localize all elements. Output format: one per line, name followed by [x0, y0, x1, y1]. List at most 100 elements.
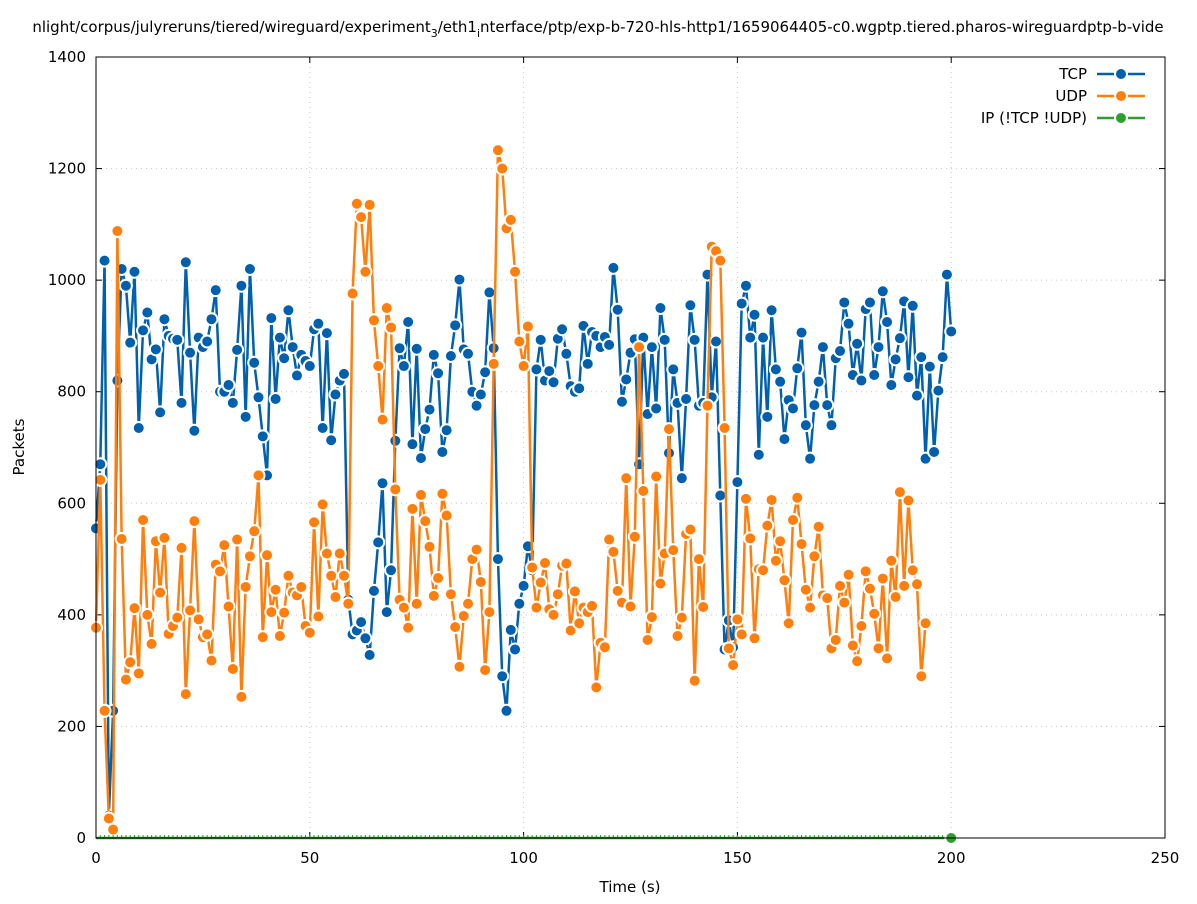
data-point: [683, 298, 698, 313]
data-point: [131, 420, 146, 435]
data-point: [174, 395, 189, 410]
data-point: [324, 433, 339, 448]
data-point: [375, 412, 390, 427]
data-point: [311, 316, 326, 331]
data-point: [157, 530, 172, 545]
data-point: [110, 224, 125, 239]
data-point: [512, 334, 527, 349]
legend: TCP UDP IP (!TCP !UDP): [981, 65, 1145, 127]
ticks: 0 50 100 150 200 250 0 200 400 600 800 1000 1200 1400: [48, 48, 1180, 867]
data-point: [379, 605, 394, 620]
data-point: [743, 330, 758, 345]
data-point: [413, 451, 428, 466]
y-axis-label: Packets: [10, 418, 28, 475]
data-point: [666, 543, 681, 558]
data-point: [495, 669, 510, 684]
data-point: [230, 342, 245, 357]
data-point: [905, 298, 920, 313]
data-point: [559, 346, 574, 361]
data-point: [405, 501, 420, 516]
x-tick-label: 50: [300, 849, 319, 867]
data-point: [422, 539, 437, 554]
data-point: [418, 514, 433, 529]
data-point: [537, 555, 552, 570]
data-point: [683, 522, 698, 537]
data-point: [324, 568, 339, 583]
data-point: [349, 196, 364, 211]
data-point: [503, 622, 518, 637]
data-point: [461, 596, 476, 611]
data-point: [118, 672, 133, 687]
data-point: [833, 578, 848, 593]
data-point: [319, 326, 334, 341]
data-point: [854, 619, 869, 634]
data-point: [529, 600, 544, 615]
data-point: [311, 609, 326, 624]
data-point: [392, 341, 407, 356]
data-point: [798, 418, 813, 433]
data-point: [867, 606, 882, 621]
data-point: [503, 212, 518, 227]
data-point: [828, 632, 843, 647]
data-point: [200, 627, 215, 642]
data-point: [721, 641, 736, 656]
data-point: [550, 587, 565, 602]
data-point: [525, 560, 540, 575]
data-point: [602, 532, 617, 547]
legend-marker: [1114, 67, 1128, 81]
data-point: [136, 513, 151, 528]
data-point: [756, 330, 771, 345]
data-point: [614, 394, 629, 409]
data-point: [264, 311, 279, 326]
data-point: [888, 352, 903, 367]
series-layer: [89, 143, 959, 845]
data-point: [247, 524, 262, 539]
data-point: [580, 356, 595, 371]
data-point: [717, 420, 732, 435]
data-point: [884, 553, 899, 568]
data-point: [315, 497, 330, 512]
data-point: [157, 312, 172, 327]
data-point: [777, 432, 792, 447]
data-point: [388, 482, 403, 497]
data-point: [529, 362, 544, 377]
data-point: [371, 359, 386, 374]
data-point: [461, 346, 476, 361]
data-point: [255, 630, 270, 645]
data-point: [696, 600, 711, 615]
data-point: [867, 367, 882, 382]
data-point: [632, 340, 647, 355]
data-point: [354, 615, 369, 630]
data-point: [242, 549, 257, 564]
data-point: [807, 549, 822, 564]
data-point: [358, 264, 373, 279]
data-point: [610, 302, 625, 317]
data-point: [815, 340, 830, 355]
data-point: [366, 313, 381, 328]
data-point: [426, 347, 441, 362]
data-point: [234, 689, 249, 704]
data-point: [508, 264, 523, 279]
data-point: [546, 375, 561, 390]
y-tick-label: 800: [57, 383, 86, 401]
data-point: [768, 362, 783, 377]
data-point: [319, 546, 334, 561]
data-point: [114, 531, 129, 546]
data-point: [533, 332, 548, 347]
data-point: [435, 486, 450, 501]
data-point: [302, 359, 317, 374]
x-tick-label: 250: [1151, 849, 1180, 867]
data-point: [892, 331, 907, 346]
data-point: [443, 349, 458, 364]
legend-label: IP (!TCP !UDP): [981, 109, 1087, 127]
data-point: [914, 669, 929, 684]
data-point: [251, 390, 266, 405]
data-point: [277, 605, 292, 620]
data-point: [495, 161, 510, 176]
data-point: [897, 578, 912, 593]
data-point: [773, 534, 788, 549]
data-point: [935, 350, 950, 365]
data-point: [106, 822, 121, 837]
data-point: [794, 325, 809, 340]
